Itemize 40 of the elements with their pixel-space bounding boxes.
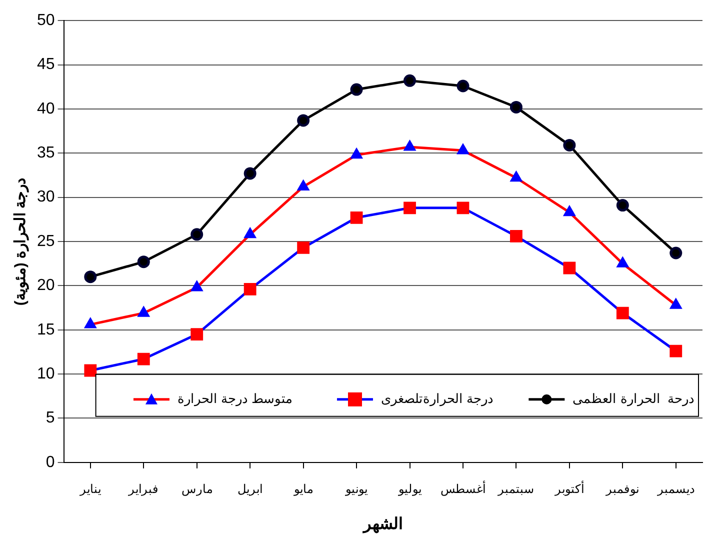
y-tick-label: 40 xyxy=(37,100,55,118)
y-tick-label: 20 xyxy=(37,277,55,294)
x-tick-label: سبتمبر xyxy=(497,482,534,496)
y-tick-label: 5 xyxy=(46,410,55,427)
x-tick-label: يناير xyxy=(78,482,101,496)
x-tick-label: مايو xyxy=(292,482,313,496)
y-tick-label: 25 xyxy=(37,232,55,250)
point xyxy=(510,100,522,114)
x-tick-label: مارس xyxy=(181,482,212,496)
x-tick-label: ديسمبر xyxy=(656,482,694,496)
point xyxy=(190,228,204,241)
y-tick-label: 30 xyxy=(37,188,55,206)
y-tick-label: 0 xyxy=(46,454,55,471)
y-tick-label: 50 xyxy=(37,12,55,30)
y-axis-title: درجة الحرارة (مئوية) xyxy=(12,177,30,306)
x-tick-label: يونيو xyxy=(344,482,368,496)
y-tick-label: 45 xyxy=(37,56,55,74)
x-axis-title: الشهر xyxy=(362,516,403,534)
x-tick-label: نوفمبر xyxy=(605,482,640,496)
x-tick-label: فبراير xyxy=(128,482,159,496)
point xyxy=(670,246,682,260)
point xyxy=(297,114,310,127)
point xyxy=(137,256,150,268)
x-tick-label: أغسطس xyxy=(440,480,486,496)
point xyxy=(244,167,256,180)
point xyxy=(84,270,97,284)
y-tick-label: 35 xyxy=(37,144,55,162)
point xyxy=(616,199,629,212)
legend-label: متوسط درجة الحرارة xyxy=(177,390,293,407)
y-tick-label: 15 xyxy=(37,321,55,338)
x-tick-label: أكتوبر xyxy=(554,480,584,496)
point xyxy=(350,83,363,96)
point xyxy=(404,74,416,87)
legend-label: درجة الحرارةتلصغرى xyxy=(380,390,494,407)
point xyxy=(563,138,576,152)
legend-label: درحة الحرارة العظمى xyxy=(572,390,694,407)
x-tick-label: ابريل xyxy=(238,482,263,496)
point xyxy=(456,80,470,92)
y-tick-label: 10 xyxy=(37,365,55,382)
x-tick-label: يوليو xyxy=(397,482,422,496)
